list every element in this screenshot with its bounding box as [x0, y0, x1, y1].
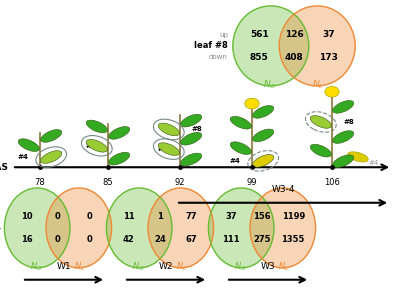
Text: 855: 855	[250, 53, 268, 62]
Ellipse shape	[4, 188, 70, 268]
Ellipse shape	[109, 127, 130, 139]
Text: #8: #8	[344, 119, 354, 125]
Text: 126: 126	[285, 30, 303, 39]
Ellipse shape	[106, 188, 172, 268]
Text: 11: 11	[123, 212, 135, 221]
Text: W1: W1	[57, 263, 71, 271]
Text: $N_O$: $N_O$	[263, 79, 276, 91]
Text: 1199: 1199	[282, 212, 305, 221]
Text: 1355: 1355	[282, 235, 305, 244]
Ellipse shape	[148, 188, 214, 268]
Text: 173: 173	[319, 53, 338, 62]
Text: 0: 0	[55, 235, 61, 244]
Text: 111: 111	[222, 235, 240, 244]
Text: down: down	[209, 54, 228, 60]
Ellipse shape	[208, 188, 274, 268]
Text: 1: 1	[157, 212, 163, 221]
Text: 156: 156	[253, 212, 271, 221]
Ellipse shape	[230, 142, 251, 155]
Text: $N_L$: $N_L$	[278, 261, 290, 273]
Text: 275: 275	[253, 235, 271, 244]
Text: 99: 99	[247, 178, 257, 186]
Text: $N_O$: $N_O$	[234, 261, 246, 273]
Ellipse shape	[86, 120, 107, 133]
Text: leaf #8: leaf #8	[194, 41, 228, 50]
Ellipse shape	[253, 129, 274, 142]
Text: #4: #4	[18, 154, 29, 160]
Text: DAS: DAS	[0, 163, 8, 172]
Text: 92: 92	[175, 178, 185, 186]
Ellipse shape	[253, 106, 274, 118]
Ellipse shape	[230, 116, 251, 129]
Text: 78: 78	[35, 178, 45, 186]
Text: 85: 85	[103, 178, 113, 186]
Text: $N_L$: $N_L$	[74, 261, 86, 273]
Ellipse shape	[41, 130, 62, 142]
Ellipse shape	[41, 151, 62, 163]
Ellipse shape	[181, 132, 202, 145]
Ellipse shape	[158, 143, 179, 155]
Ellipse shape	[279, 6, 355, 86]
Text: #4: #4	[158, 146, 169, 152]
Ellipse shape	[333, 131, 354, 143]
Text: #4: #4	[368, 160, 378, 166]
Ellipse shape	[158, 123, 179, 136]
Ellipse shape	[250, 188, 316, 268]
Text: 37: 37	[225, 212, 236, 221]
Text: 16: 16	[21, 235, 33, 244]
Text: $N_O$: $N_O$	[132, 261, 144, 273]
Text: #4: #4	[230, 158, 241, 164]
Text: up: up	[219, 32, 228, 38]
Text: 10: 10	[21, 212, 33, 221]
Text: 67: 67	[185, 235, 197, 244]
Ellipse shape	[310, 144, 331, 157]
Text: 106: 106	[324, 178, 340, 186]
Text: W2: W2	[159, 263, 173, 271]
Text: W3-4: W3-4	[271, 186, 295, 194]
Ellipse shape	[348, 152, 368, 162]
Ellipse shape	[181, 114, 202, 127]
Ellipse shape	[333, 101, 354, 113]
Text: 561: 561	[250, 30, 268, 39]
Ellipse shape	[333, 155, 354, 168]
Ellipse shape	[18, 139, 39, 152]
Text: #4: #4	[86, 143, 97, 149]
Circle shape	[325, 86, 339, 97]
Ellipse shape	[253, 155, 274, 167]
Text: $N_L$: $N_L$	[312, 79, 324, 91]
Text: 24: 24	[154, 235, 166, 244]
Text: 42: 42	[123, 235, 135, 244]
Text: 0: 0	[86, 212, 92, 221]
Text: 0: 0	[55, 212, 61, 221]
Text: #8: #8	[192, 126, 202, 132]
Ellipse shape	[233, 6, 309, 86]
Text: 0: 0	[86, 235, 92, 244]
Ellipse shape	[181, 153, 202, 166]
Ellipse shape	[310, 116, 331, 128]
Text: 77: 77	[186, 212, 197, 221]
Text: W3: W3	[261, 263, 275, 271]
Circle shape	[245, 98, 259, 109]
Text: 37: 37	[322, 30, 335, 39]
Text: $N_L$: $N_L$	[176, 261, 188, 273]
Ellipse shape	[46, 188, 112, 268]
Text: 408: 408	[285, 53, 303, 62]
Ellipse shape	[109, 152, 130, 165]
Text: $N_O$: $N_O$	[30, 261, 42, 273]
Ellipse shape	[86, 139, 107, 152]
